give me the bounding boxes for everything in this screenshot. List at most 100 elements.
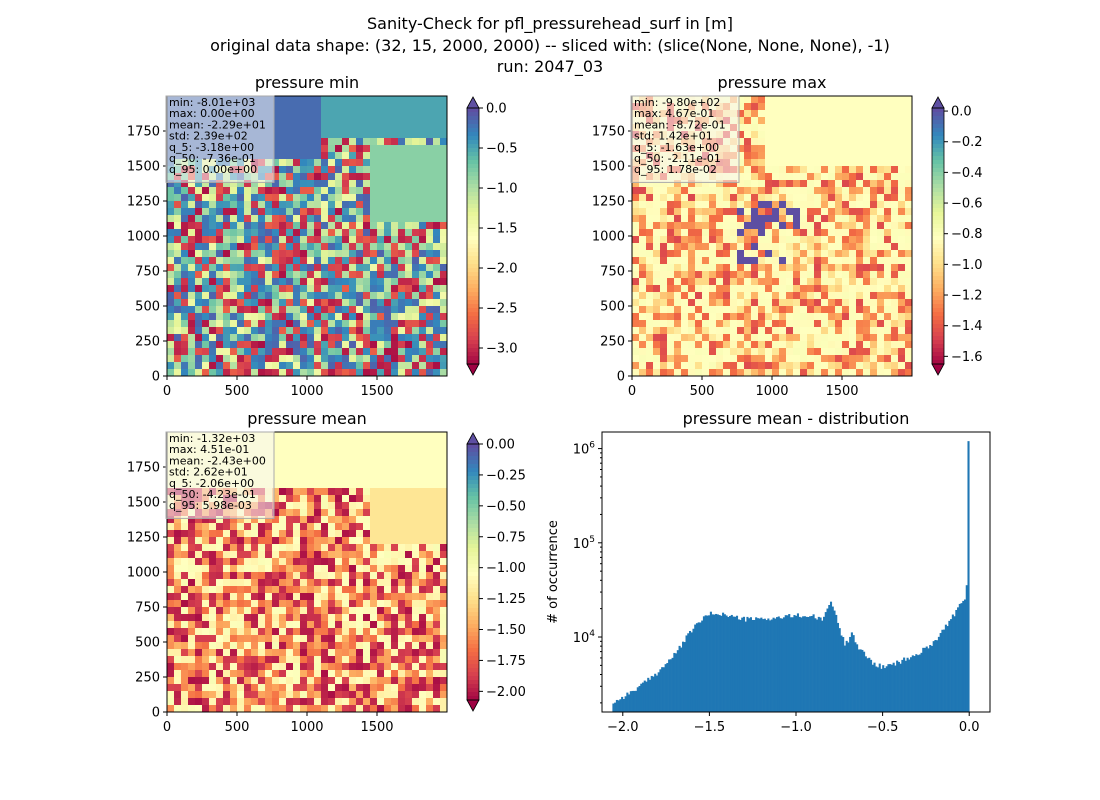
heatmap-cell	[863, 222, 871, 230]
heatmap-cell	[286, 691, 294, 699]
heatmap-cell	[877, 96, 885, 104]
heatmap-cell	[321, 586, 329, 594]
heatmap-cell	[412, 103, 420, 111]
heatmap-cell	[349, 243, 357, 251]
heatmap-cell	[835, 348, 843, 356]
heatmap-cell	[356, 117, 364, 125]
heatmap-cell	[426, 327, 434, 335]
heatmap-cell	[653, 236, 661, 244]
heatmap-cell	[209, 656, 217, 664]
heatmap-cell	[779, 292, 787, 300]
heatmap-cell	[202, 369, 210, 377]
heatmap-cell	[828, 131, 836, 139]
heatmap-cell	[730, 313, 738, 321]
heatmap-cell	[356, 628, 364, 636]
heatmap-cell	[181, 362, 189, 370]
heatmap-cell	[870, 201, 878, 209]
heatmap-cell	[307, 432, 315, 440]
colorbar-tick-label: −2.0	[486, 262, 518, 277]
heatmap-cell	[188, 600, 196, 608]
heatmap-cell	[230, 572, 238, 580]
heatmap-cell	[342, 208, 350, 216]
heatmap-cell	[272, 341, 280, 349]
heatmap-cell	[181, 530, 189, 538]
heatmap-cell	[426, 663, 434, 671]
heatmap-cell	[433, 467, 441, 475]
heatmap-cell	[181, 684, 189, 692]
heatmap-cell	[384, 250, 392, 258]
heatmap-cell	[328, 586, 336, 594]
heatmap-cell	[639, 369, 647, 377]
heatmap-cell	[405, 635, 413, 643]
heatmap-cell	[307, 313, 315, 321]
heatmap-cell	[828, 229, 836, 237]
heatmap-cell	[328, 257, 336, 265]
heatmap-cell	[398, 124, 406, 132]
heatmap-cell	[363, 320, 371, 328]
heatmap-cell	[744, 327, 752, 335]
y-tick-label: 1250	[592, 195, 625, 210]
heatmap-cell	[335, 474, 343, 482]
heatmap-cell	[223, 257, 231, 265]
colorbar-band	[467, 168, 479, 173]
heatmap-cell	[426, 166, 434, 174]
heatmap-cell	[639, 334, 647, 342]
heatmap-cell	[398, 271, 406, 279]
heatmap-cell	[216, 306, 224, 314]
heatmap-cell	[905, 138, 913, 146]
heatmap-cell	[433, 460, 441, 468]
heatmap-cell	[272, 453, 280, 461]
heatmap-cell	[174, 698, 182, 706]
heatmap-cell	[758, 166, 766, 174]
heatmap-cell	[314, 502, 322, 510]
heatmap-cell	[800, 236, 808, 244]
heatmap-cell	[709, 187, 717, 195]
heatmap-cell	[356, 551, 364, 559]
heatmap-cell	[842, 285, 850, 293]
heatmap-cell	[398, 544, 406, 552]
heatmap-cell	[230, 306, 238, 314]
heatmap-cell	[377, 607, 385, 615]
heatmap-cell	[877, 166, 885, 174]
heatmap-cell	[377, 474, 385, 482]
heatmap-cell	[842, 103, 850, 111]
heatmap-cell	[419, 327, 427, 335]
heatmap-cell	[800, 215, 808, 223]
heatmap-cell	[377, 516, 385, 524]
heatmap-cell	[405, 285, 413, 293]
heatmap-cell	[391, 222, 399, 230]
heatmap-cell	[293, 677, 301, 685]
heatmap-cell	[384, 474, 392, 482]
heatmap-cell	[377, 635, 385, 643]
heatmap-cell	[412, 502, 420, 510]
heatmap-cell	[426, 614, 434, 622]
heatmap-cell	[237, 677, 245, 685]
heatmap-cell	[905, 313, 913, 321]
heatmap-cell	[202, 180, 210, 188]
heatmap-cell	[244, 334, 252, 342]
heatmap-cell	[321, 432, 329, 440]
heatmap-cell	[188, 369, 196, 377]
heatmap-cell	[870, 362, 878, 370]
heatmap-cell	[800, 271, 808, 279]
heatmap-cell	[835, 257, 843, 265]
heatmap-cell	[363, 187, 371, 195]
heatmap-cell	[772, 327, 780, 335]
heatmap-cell	[188, 229, 196, 237]
heatmap-cell	[216, 369, 224, 377]
heatmap-cell	[440, 684, 448, 692]
y-tick-label: 250	[600, 335, 625, 350]
heatmap-cell	[751, 320, 759, 328]
heatmap-cell	[828, 180, 836, 188]
heatmap-cell	[440, 194, 448, 202]
heatmap-cell	[639, 236, 647, 244]
heatmap-cell	[202, 670, 210, 678]
heatmap-cell	[863, 194, 871, 202]
heatmap-cell	[835, 236, 843, 244]
heatmap-cell	[237, 194, 245, 202]
heatmap-cell	[800, 334, 808, 342]
heatmap-cell	[167, 635, 175, 643]
colorbar-band	[932, 268, 944, 273]
heatmap-cell	[891, 131, 899, 139]
heatmap-cell	[286, 481, 294, 489]
